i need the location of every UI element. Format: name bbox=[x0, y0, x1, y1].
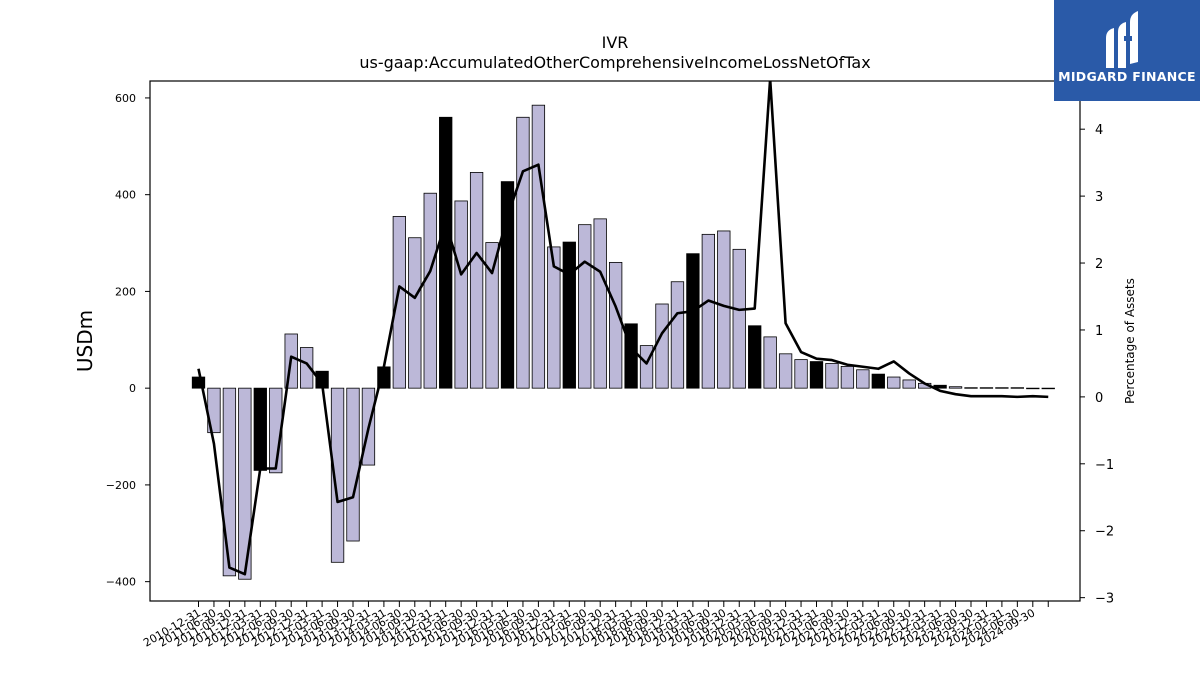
y2-tick-label: −1 bbox=[1095, 458, 1114, 473]
bar bbox=[423, 192, 437, 389]
plot-frame bbox=[149, 80, 1081, 602]
bar bbox=[578, 224, 592, 389]
bar bbox=[299, 347, 314, 389]
bar bbox=[871, 373, 885, 389]
y-tick-label: 400 bbox=[115, 189, 136, 202]
y2-tick-label: −2 bbox=[1095, 525, 1114, 540]
bar bbox=[701, 233, 715, 389]
y2-tick-label: 1 bbox=[1095, 324, 1103, 339]
y2-tick-label: 2 bbox=[1095, 257, 1103, 272]
bar bbox=[609, 261, 623, 389]
bar bbox=[531, 104, 546, 389]
bar bbox=[516, 116, 530, 389]
y-tick-label: 600 bbox=[115, 92, 136, 105]
x-axis: 2010-12-312011-06-302011-09-302011-12-31… bbox=[141, 601, 1049, 650]
bar bbox=[856, 369, 870, 389]
bar bbox=[392, 216, 407, 389]
bar bbox=[330, 387, 345, 563]
bar bbox=[1041, 387, 1055, 390]
line-group bbox=[197, 81, 1049, 576]
midgard-logo-icon bbox=[1106, 11, 1138, 68]
bar bbox=[253, 387, 267, 471]
y2-tick-label: −3 bbox=[1095, 592, 1114, 607]
bar bbox=[670, 281, 685, 389]
y-axis-label: USDm bbox=[73, 310, 97, 372]
y2-axis-label: Percentage of Assets bbox=[1123, 278, 1137, 404]
y2-tick-label: 3 bbox=[1095, 190, 1103, 205]
y2-tick-label: 0 bbox=[1095, 391, 1103, 406]
bar bbox=[840, 365, 855, 389]
bar bbox=[778, 353, 793, 389]
brand-name: MIDGARD FINANCE bbox=[1058, 69, 1196, 84]
bar bbox=[995, 387, 1009, 389]
bar bbox=[454, 200, 468, 389]
y-tick-label: −400 bbox=[106, 576, 136, 589]
bar bbox=[485, 242, 499, 389]
bar bbox=[1010, 387, 1024, 389]
bar bbox=[686, 253, 700, 389]
y2-tick-label: 4 bbox=[1095, 123, 1103, 138]
bar-group bbox=[191, 104, 1055, 580]
right-axis: −3 −2 −1 0 1 2 3 4 bbox=[1080, 123, 1114, 607]
left-axis: −400 −200 0 200 400 600 bbox=[106, 92, 150, 589]
chart-subtitle: us-gaap:AccumulatedOtherComprehensiveInc… bbox=[359, 53, 870, 72]
bar bbox=[469, 172, 484, 389]
bar bbox=[408, 237, 422, 389]
bar bbox=[825, 363, 839, 389]
percentage-of-assets-line bbox=[197, 81, 1049, 576]
chart-title: IVR bbox=[602, 33, 629, 52]
bar bbox=[222, 387, 237, 577]
bar bbox=[346, 387, 360, 542]
bar bbox=[439, 116, 453, 389]
bar bbox=[964, 387, 978, 389]
bar bbox=[763, 336, 777, 389]
y-tick-label: −200 bbox=[106, 479, 136, 492]
bar bbox=[794, 359, 808, 389]
bar bbox=[593, 218, 607, 389]
bar bbox=[639, 345, 654, 389]
bar bbox=[547, 246, 561, 389]
brand-logo: MIDGARD FINANCE bbox=[1054, 0, 1200, 101]
bar bbox=[238, 387, 252, 580]
y-tick-label: 0 bbox=[129, 382, 136, 395]
bar bbox=[500, 181, 515, 389]
bar bbox=[191, 376, 206, 389]
bar bbox=[1026, 387, 1040, 390]
y-tick-label: 200 bbox=[115, 285, 136, 298]
bar bbox=[887, 376, 901, 389]
bar bbox=[562, 241, 576, 389]
bar bbox=[809, 361, 824, 389]
bar bbox=[979, 387, 994, 389]
bar bbox=[655, 303, 669, 389]
bar bbox=[717, 230, 731, 389]
bar bbox=[902, 379, 916, 389]
bar bbox=[748, 325, 762, 389]
bar bbox=[948, 386, 963, 389]
bar bbox=[732, 248, 746, 389]
